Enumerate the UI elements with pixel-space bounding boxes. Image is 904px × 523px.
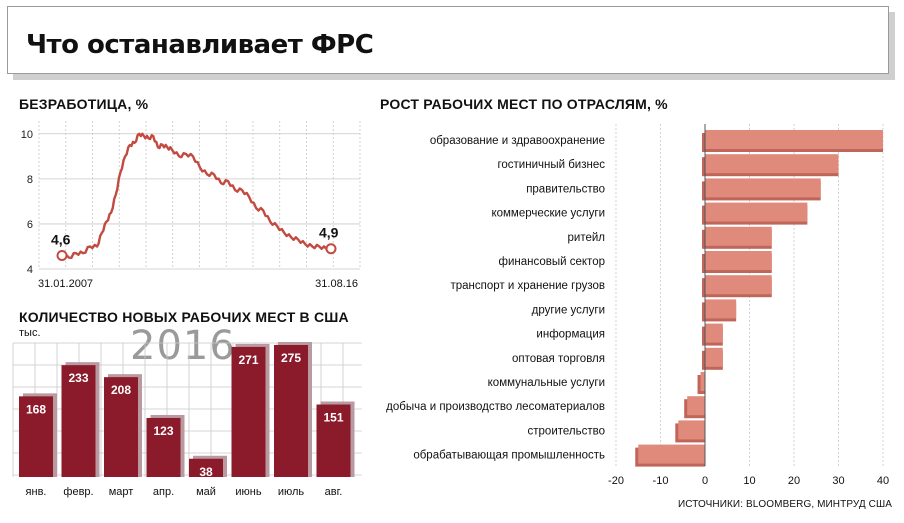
jobs-bar	[19, 396, 53, 477]
sector-bar	[678, 420, 705, 440]
sector-category-label: правительство	[526, 183, 605, 195]
sector-category-label: коммунальные услуги	[488, 377, 605, 389]
sector-category-label: строительство	[528, 425, 605, 437]
sector-bar	[700, 372, 705, 391]
unemployment-line	[61, 132, 332, 259]
jobs-bar	[61, 365, 96, 477]
unemployment-start-point	[56, 249, 68, 261]
unemployment-y-tick-label: 6	[27, 219, 33, 231]
sector-bar	[705, 299, 737, 319]
jobs-category-label: май	[196, 486, 216, 498]
sector-category-label: информация	[536, 329, 605, 341]
sector-bar	[705, 202, 808, 222]
jobs-category-label: апр.	[153, 486, 174, 498]
sector-x-tick-label: 10	[743, 475, 755, 487]
jobs-bar	[231, 346, 266, 477]
sector-category-label: добыча и производство лесоматериалов	[386, 401, 605, 413]
year-watermark: 2016	[130, 323, 236, 369]
jobs-chart-title: КОЛИЧЕСТВО НОВЫХ РАБОЧИХ МЕСТ В США	[19, 309, 349, 325]
unemployment-y-tick-label: 10	[21, 129, 33, 141]
jobs-category-label: февр.	[63, 486, 93, 498]
sector-chart-title: РОСТ РАБОЧИХ МЕСТ ПО ОТРАСЛЯМ, %	[380, 96, 668, 112]
title-box	[7, 6, 889, 74]
sector-bar	[705, 226, 772, 246]
sector-category-label: ритейл	[568, 232, 606, 244]
sector-x-tick-label: -20	[608, 475, 624, 487]
jobs-category-label: июль	[278, 486, 305, 498]
jobs-bar	[189, 458, 223, 477]
unemployment-chart-title: БЕЗРАБОТИЦА, %	[19, 96, 149, 112]
jobs-bar-value-label: 123	[153, 424, 173, 438]
unemployment-y-tick-label: 4	[27, 264, 33, 276]
sector-bar	[705, 251, 772, 270]
jobs-bar-value-label: 275	[281, 351, 301, 365]
sector-x-tick-label: 20	[788, 475, 800, 487]
jobs-unit-label: тыс.	[19, 327, 41, 339]
jobs-category-label: июнь	[235, 486, 261, 498]
sector-x-tick-label: 0	[702, 475, 708, 487]
sources-note: ИСТОЧНИКИ: BLOOMBERG, МИНТРУД США	[677, 499, 892, 510]
sector-category-label: другие услуги	[532, 304, 605, 316]
jobs-bar-value-label: 168	[26, 402, 46, 416]
sector-x-tick-label: -10	[653, 475, 669, 487]
jobs-category-label: март	[109, 486, 134, 498]
sector-category-label: оптовая торговля	[512, 353, 605, 365]
jobs-bar-value-label: 271	[238, 353, 258, 367]
jobs-bar-value-label: 233	[68, 371, 88, 385]
sector-bar	[705, 130, 883, 149]
unemployment-end-value-label: 4,9	[319, 225, 339, 241]
sector-category-label: обрабатывающая промышленность	[413, 450, 605, 462]
jobs-bar	[274, 345, 308, 477]
jobs-bar-value-label: 38	[199, 465, 213, 479]
unemployment-y-tick-label: 8	[27, 174, 33, 186]
sector-x-tick-label: 40	[877, 475, 889, 487]
unemployment-x-start-label: 31.01.2007	[38, 278, 93, 290]
sector-bar	[705, 178, 821, 198]
unemployment-start-value-label: 4,6	[51, 231, 71, 247]
jobs-bar-value-label: 208	[111, 383, 131, 397]
unemployment-end-point	[325, 243, 337, 255]
sector-bar	[705, 154, 839, 174]
sector-category-label: коммерческие услуги	[491, 208, 605, 220]
jobs-bar	[146, 417, 181, 477]
sector-category-label: финансовый сектор	[499, 256, 606, 268]
sector-bar	[705, 275, 772, 295]
sector-bar	[705, 323, 723, 343]
sector-bar	[705, 347, 723, 367]
sector-category-label: образование и здравоохранение	[430, 135, 605, 147]
jobs-bar	[316, 404, 351, 477]
sector-bar	[638, 444, 705, 464]
sector-x-tick-label: 30	[832, 475, 844, 487]
page-title: Что останавливает ФРС	[26, 30, 374, 60]
unemployment-x-end-label: 31.08.16	[315, 278, 358, 290]
sector-category-label: транспорт и хранение грузов	[450, 280, 605, 292]
jobs-bar	[104, 377, 138, 477]
jobs-category-label: янв.	[26, 486, 47, 498]
jobs-category-label: авг.	[325, 486, 343, 498]
jobs-bar-value-label: 151	[323, 411, 343, 425]
sector-bar	[687, 396, 705, 416]
sector-category-label: гостиничный бизнес	[497, 159, 605, 171]
